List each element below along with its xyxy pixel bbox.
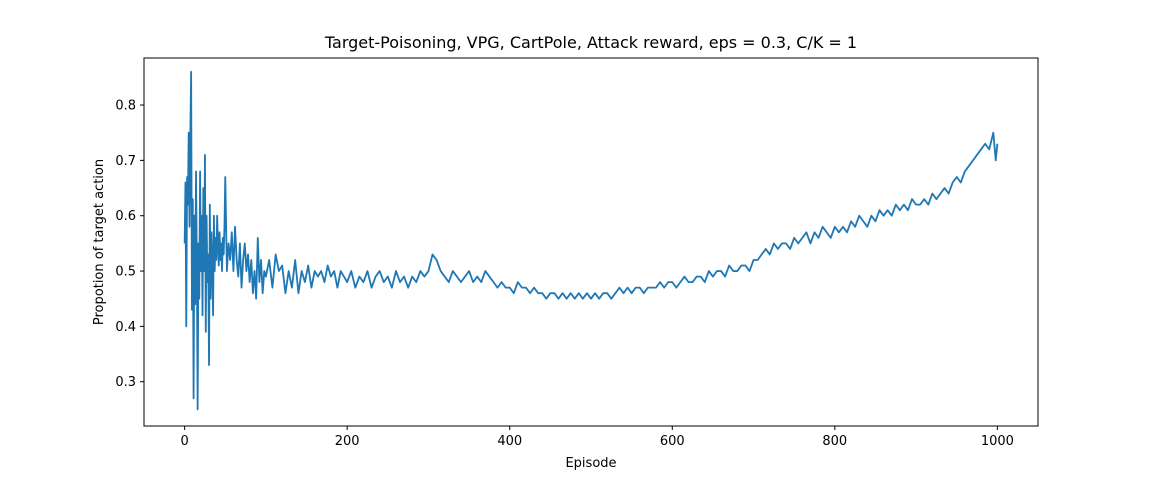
x-tick-label: 200 xyxy=(335,434,360,449)
y-axis-ticks: 0.3 0.4 0.5 0.6 0.7 0.8 xyxy=(115,99,144,390)
y-axis-label: Propotion of target action xyxy=(92,159,107,325)
x-tick-label: 400 xyxy=(497,434,522,449)
plot-area xyxy=(144,58,1038,426)
x-axis-ticks: 0 200 400 600 800 1000 xyxy=(180,426,1014,449)
x-tick-label: 1000 xyxy=(981,434,1014,449)
x-tick-label: 600 xyxy=(660,434,685,449)
y-tick-label: 0.8 xyxy=(115,99,136,114)
chart-title: Target-Poisoning, VPG, CartPole, Attack … xyxy=(324,33,857,52)
line-layer xyxy=(183,70,999,411)
series-line xyxy=(183,70,999,411)
y-tick-label: 0.6 xyxy=(115,209,136,224)
y-tick-label: 0.3 xyxy=(115,375,136,390)
x-tick-label: 800 xyxy=(822,434,847,449)
y-tick-label: 0.4 xyxy=(115,320,136,335)
x-tick-label: 0 xyxy=(180,434,188,449)
x-axis-label: Episode xyxy=(565,456,616,471)
y-tick-label: 0.7 xyxy=(115,154,136,169)
y-tick-label: 0.5 xyxy=(115,265,136,280)
plot-frame xyxy=(143,57,1039,427)
